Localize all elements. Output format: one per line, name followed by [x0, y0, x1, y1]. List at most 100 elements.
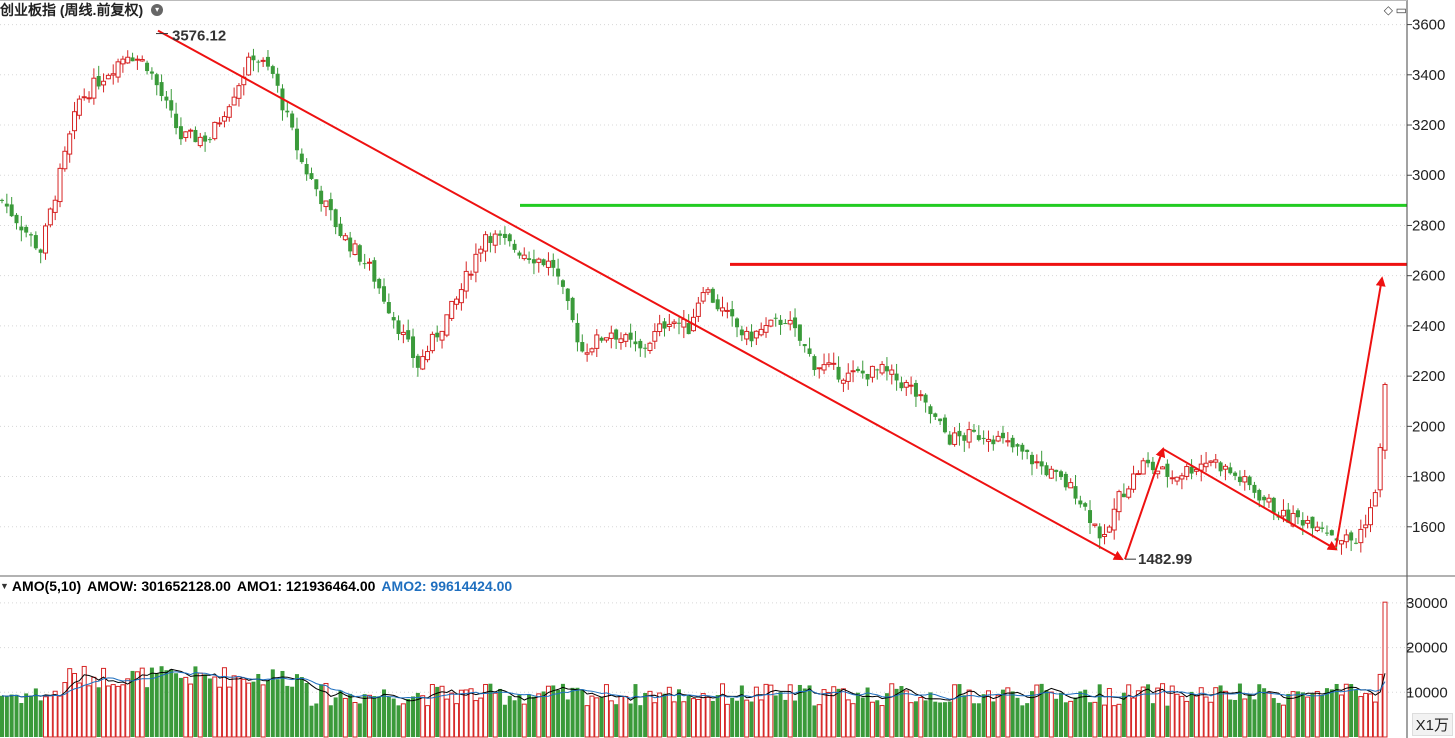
- candle-body: [1363, 524, 1369, 529]
- diamond-icon[interactable]: ◇: [1383, 3, 1393, 17]
- candle-body: [1160, 466, 1166, 470]
- volume-bar: [899, 686, 904, 737]
- candle-body: [652, 331, 658, 342]
- volume-bar: [1382, 601, 1388, 738]
- volume-bar: [458, 689, 464, 738]
- candle-body: [1150, 461, 1155, 471]
- volume-bar: [110, 684, 116, 738]
- candle-body: [391, 317, 396, 321]
- volume-scale-label: X1万: [1411, 713, 1453, 736]
- volume-bar: [246, 682, 252, 738]
- volume-bar: [377, 696, 382, 737]
- candle-body: [1203, 462, 1209, 468]
- volume-bar: [869, 701, 875, 738]
- candle-body: [657, 323, 663, 333]
- candle-body: [908, 384, 914, 387]
- volume-bar: [1174, 693, 1180, 738]
- candle-body: [1165, 463, 1170, 477]
- volume-bar: [1314, 690, 1320, 738]
- candle-body: [812, 356, 817, 371]
- volume-bar: [1349, 684, 1354, 737]
- volume-bar: [821, 689, 827, 738]
- candle-body: [594, 334, 600, 349]
- trend-line: [1335, 276, 1386, 548]
- indicator-dropdown-icon[interactable]: ▼: [0, 581, 9, 591]
- candle-body: [386, 302, 391, 314]
- volume-bar: [0, 695, 4, 737]
- candle-body: [633, 341, 638, 345]
- candle-body: [57, 167, 63, 203]
- volume-bar: [1131, 697, 1137, 738]
- candle-body: [72, 111, 78, 132]
- candle-body: [439, 330, 445, 341]
- candle-body: [753, 330, 759, 339]
- candle-body: [545, 260, 551, 268]
- candle-body: [1068, 482, 1074, 489]
- candle-body: [850, 370, 856, 373]
- candle-body: [294, 128, 299, 151]
- volume-bar: [1160, 683, 1166, 738]
- candle-body: [139, 59, 145, 62]
- volume-bar: [120, 684, 126, 738]
- trend-line: [1124, 447, 1166, 560]
- candle-body: [43, 225, 49, 254]
- candle-body: [362, 263, 367, 265]
- volume-bar: [1353, 690, 1358, 737]
- candle-body: [1358, 528, 1364, 544]
- volume-bar: [1189, 691, 1194, 737]
- candle-body: [647, 342, 653, 352]
- volume-bar: [700, 693, 706, 738]
- volume-bar: [1271, 698, 1276, 737]
- volume-bar: [778, 692, 783, 737]
- volume-bar: [787, 684, 793, 738]
- candle-body: [749, 331, 754, 342]
- candle-body: [463, 270, 469, 292]
- candle-body: [730, 309, 735, 317]
- volume-bar: [1044, 690, 1049, 737]
- candle-body: [207, 139, 212, 141]
- volume-bar: [1266, 691, 1272, 738]
- candle-body: [134, 58, 140, 61]
- volume-bar: [251, 681, 256, 737]
- candle-body: [666, 323, 672, 327]
- maximize-icon[interactable]: ▭: [1395, 3, 1407, 17]
- volume-bar: [1073, 697, 1078, 737]
- candle-body: [575, 322, 580, 343]
- volume-bar: [531, 696, 536, 737]
- volume-bar: [1126, 684, 1132, 738]
- candle-body: [869, 365, 875, 378]
- candle-body: [415, 355, 420, 368]
- volume-bar: [435, 686, 440, 737]
- volume-bar: [439, 685, 445, 738]
- candle-body: [338, 223, 343, 237]
- volume-bar: [1300, 692, 1305, 737]
- volume-bar: [1290, 691, 1296, 738]
- candle-body: [1252, 484, 1257, 493]
- candle-body: [618, 338, 624, 344]
- volume-bar: [492, 692, 498, 738]
- volume-bar: [633, 684, 638, 737]
- volume-bar: [76, 682, 82, 738]
- volume-bar: [816, 704, 822, 738]
- volume-bar: [826, 691, 832, 738]
- volume-bar: [105, 685, 111, 738]
- volume-bar: [285, 685, 290, 737]
- candle-body: [739, 329, 744, 336]
- candle-body: [14, 214, 19, 224]
- volume-bar: [67, 668, 73, 738]
- volume-bar: [744, 699, 750, 738]
- candle-body: [608, 332, 614, 339]
- candle-body: [938, 418, 943, 422]
- candle-body: [275, 73, 280, 86]
- candle-body: [33, 235, 38, 249]
- volume-bar: [913, 701, 918, 737]
- candle-body: [1213, 459, 1219, 463]
- candle-body: [793, 317, 798, 329]
- volume-bar: [125, 678, 131, 738]
- title-dropdown-icon[interactable]: ▾: [151, 4, 164, 16]
- candle-body: [1121, 493, 1126, 498]
- candle-body: [429, 333, 435, 352]
- candle-body: [1314, 526, 1320, 531]
- volume-bar: [521, 703, 527, 738]
